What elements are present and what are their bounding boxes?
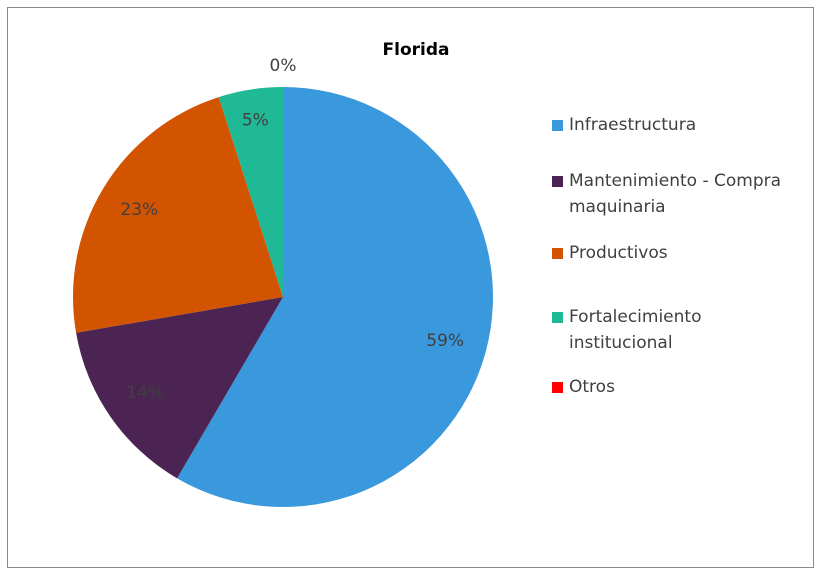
legend-swatch xyxy=(552,312,563,323)
legend-label: Infraestructura xyxy=(569,115,697,135)
legend-swatch xyxy=(552,176,563,187)
legend-item: Infraestructura xyxy=(552,112,782,138)
legend-item: Fortalecimiento institucional xyxy=(552,304,782,356)
data-label: 14% xyxy=(126,383,164,403)
legend-item: Mantenimiento - Compra maquinaria xyxy=(552,168,782,220)
legend-label: Productivos xyxy=(569,243,668,263)
pie-slice xyxy=(76,297,283,479)
legend-item: Productivos xyxy=(552,240,782,266)
data-label: 0% xyxy=(270,56,297,76)
pie-slice xyxy=(177,87,493,507)
legend-swatch xyxy=(552,248,563,259)
pie-slice xyxy=(218,87,283,297)
legend-label: Mantenimiento - Compra maquinaria xyxy=(569,171,782,217)
legend-label: Otros xyxy=(569,377,615,397)
pie-slice xyxy=(73,97,283,333)
legend-item: Otros xyxy=(552,374,782,400)
legend-label: Fortalecimiento institucional xyxy=(569,307,702,353)
data-label: 59% xyxy=(426,331,464,351)
chart-title: Florida xyxy=(383,40,450,60)
legend-swatch xyxy=(552,120,563,131)
data-label: 23% xyxy=(120,200,158,220)
legend-swatch xyxy=(552,382,563,393)
data-label: 5% xyxy=(242,111,269,131)
legend: Infraestructura Mantenimiento - Compra ma… xyxy=(552,112,782,400)
